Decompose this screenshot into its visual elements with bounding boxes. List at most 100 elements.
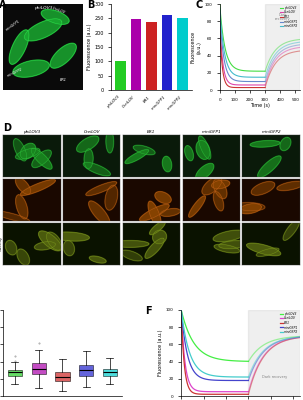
Polygon shape — [13, 139, 27, 161]
Polygon shape — [148, 201, 161, 227]
Polygon shape — [250, 140, 280, 147]
Polygon shape — [125, 150, 148, 164]
Bar — [248, 310, 300, 396]
Bar — [115, 60, 126, 90]
Text: BR1: BR1 — [60, 78, 67, 82]
Polygon shape — [50, 43, 76, 68]
Polygon shape — [196, 164, 214, 180]
Polygon shape — [202, 177, 222, 195]
Polygon shape — [140, 204, 169, 221]
Polygon shape — [277, 181, 303, 190]
Polygon shape — [63, 240, 75, 256]
Polygon shape — [213, 230, 245, 242]
Polygon shape — [25, 19, 62, 41]
Y-axis label: Fluorescence (a.u.): Fluorescence (a.u.) — [87, 24, 92, 70]
Polygon shape — [86, 182, 117, 196]
Polygon shape — [106, 130, 114, 153]
Text: Dark recovery: Dark recovery — [261, 375, 287, 379]
Bar — [146, 22, 157, 90]
Legend: phiLOV3, CreiLOV, BR1, miniGFP1, miniGFP2: phiLOV3, CreiLOV, BR1, miniGFP1, miniGFP… — [280, 6, 298, 28]
Polygon shape — [105, 185, 118, 210]
Polygon shape — [185, 146, 193, 161]
Text: F: F — [145, 306, 152, 316]
Text: CreiLOV: CreiLOV — [51, 6, 66, 15]
Text: D: D — [3, 123, 11, 133]
Y-axis label: Fluorescence (a.u.): Fluorescence (a.u.) — [158, 330, 163, 376]
Y-axis label: Overlay: Overlay — [0, 236, 2, 251]
Polygon shape — [35, 242, 55, 250]
Polygon shape — [239, 204, 261, 214]
Polygon shape — [32, 150, 51, 168]
Text: A: A — [0, 0, 7, 10]
Legend: phiLOV3, CreiLOV, BR1, miniGFP1, miniGFP2: phiLOV3, CreiLOV, BR1, miniGFP1, miniGFP… — [280, 311, 298, 334]
Polygon shape — [16, 195, 28, 219]
Polygon shape — [213, 192, 224, 211]
Text: miniGFP2: miniGFP2 — [7, 68, 24, 78]
Polygon shape — [9, 30, 29, 64]
Polygon shape — [150, 221, 165, 235]
Polygon shape — [89, 256, 106, 263]
Polygon shape — [283, 220, 300, 240]
Polygon shape — [89, 201, 110, 225]
Polygon shape — [84, 149, 93, 168]
Polygon shape — [121, 250, 142, 261]
Polygon shape — [15, 148, 40, 159]
Text: C: C — [196, 0, 203, 10]
X-axis label: Time (s): Time (s) — [250, 103, 270, 108]
Polygon shape — [256, 248, 279, 256]
Polygon shape — [46, 232, 62, 250]
Text: B: B — [87, 0, 95, 10]
Bar — [177, 18, 188, 90]
Polygon shape — [111, 240, 149, 247]
Polygon shape — [247, 243, 281, 256]
Polygon shape — [258, 156, 281, 178]
Polygon shape — [133, 145, 155, 155]
Polygon shape — [0, 211, 30, 222]
Y-axis label: Red channel: Red channel — [0, 188, 2, 212]
Polygon shape — [153, 230, 167, 244]
Polygon shape — [20, 143, 36, 159]
Polygon shape — [17, 249, 29, 265]
Polygon shape — [83, 162, 110, 176]
Polygon shape — [38, 231, 62, 251]
Polygon shape — [189, 196, 205, 217]
PathPatch shape — [103, 369, 117, 376]
Title: miniGFP1: miniGFP1 — [201, 130, 221, 134]
PathPatch shape — [8, 370, 22, 376]
Polygon shape — [21, 180, 55, 195]
PathPatch shape — [32, 363, 46, 374]
PathPatch shape — [79, 365, 93, 376]
Polygon shape — [160, 208, 180, 216]
Title: phiLOV3: phiLOV3 — [23, 130, 40, 134]
Polygon shape — [219, 241, 248, 249]
Bar — [161, 15, 172, 90]
Polygon shape — [155, 192, 171, 204]
Polygon shape — [198, 136, 211, 159]
Polygon shape — [5, 240, 17, 255]
Title: BR1: BR1 — [147, 130, 156, 134]
Title: miniGFP2: miniGFP2 — [261, 130, 281, 134]
PathPatch shape — [55, 372, 70, 381]
Polygon shape — [235, 202, 265, 211]
Title: CreiLOV: CreiLOV — [83, 130, 100, 134]
Polygon shape — [31, 148, 52, 169]
Polygon shape — [162, 156, 171, 172]
Polygon shape — [280, 137, 291, 151]
Polygon shape — [211, 180, 230, 189]
Polygon shape — [13, 60, 49, 77]
Polygon shape — [41, 10, 69, 24]
Polygon shape — [15, 178, 31, 194]
Polygon shape — [251, 182, 275, 195]
Polygon shape — [196, 140, 210, 159]
Bar — [265, 4, 300, 90]
Text: phiLOV3: phiLOV3 — [34, 6, 52, 10]
Polygon shape — [214, 244, 240, 253]
Polygon shape — [77, 136, 99, 152]
Text: Dark
recovery: Dark recovery — [275, 13, 290, 21]
Polygon shape — [145, 238, 164, 258]
Bar — [131, 19, 142, 90]
Y-axis label: Fluorescence
(a.u.): Fluorescence (a.u.) — [191, 31, 201, 63]
Text: miniGFP1: miniGFP1 — [5, 19, 22, 32]
Polygon shape — [52, 232, 89, 241]
Y-axis label: Green channel: Green channel — [0, 142, 2, 171]
